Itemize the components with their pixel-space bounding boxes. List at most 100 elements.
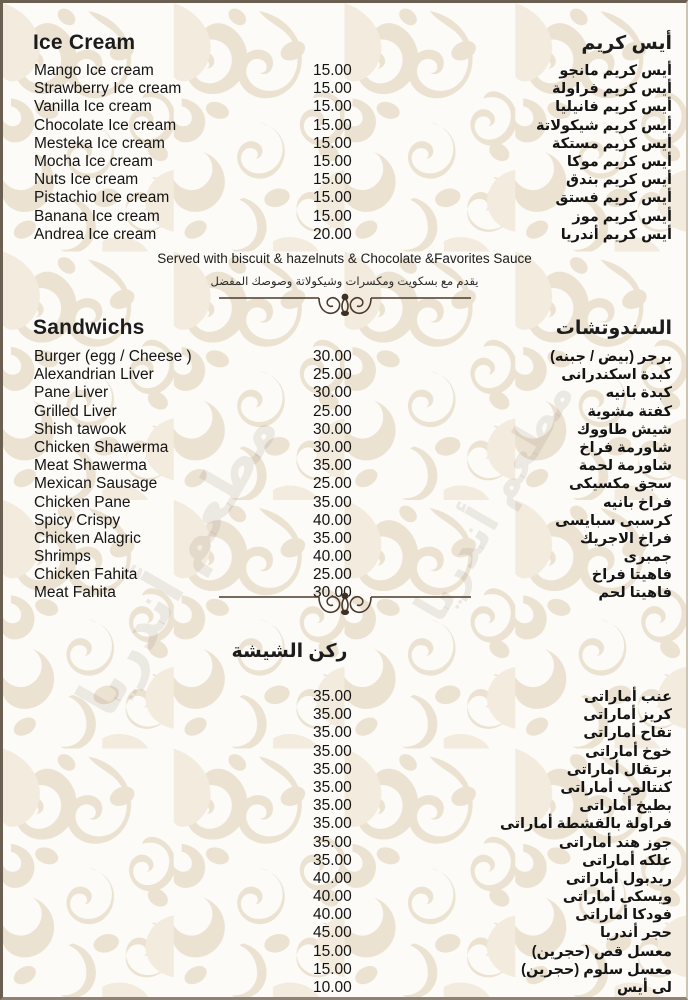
item-price: 40.00 [313,869,352,887]
item-name-ar: بطيخ أماراتى [579,798,672,815]
item-price: 30.00 [313,348,352,365]
menu-item-row[interactable]: Burger (egg / Cheese ) 30.00 برجر (بيض /… [3,348,686,367]
item-price: 15.00 [313,62,352,79]
menu-item-row[interactable]: 35.00 خوخ أماراتى [3,743,686,762]
item-name-ar: برتقال أماراتى [566,761,672,778]
item-price: 35.00 [313,529,352,547]
item-price: 30.00 [313,438,352,456]
item-name-ar: كفتة مشوية [587,403,672,420]
item-price: 15.00 [313,171,352,189]
item-price: 25.00 [313,475,352,493]
item-name-ar: علكه أماراتى [582,852,672,869]
menu-item-row[interactable]: 10.00 لى أيس [3,979,686,997]
item-name-ar: أيس كريم مستكة [551,135,672,152]
item-name-ar: كنتالوب أماراتى [560,779,672,796]
section-title-shisha-text: ركن الشيشة [231,641,348,662]
menu-item-row[interactable]: Alexandrian Liver 25.00 كبدة اسكندرانى [3,366,686,385]
item-name-ar: برجر (بيض / جبنه) [550,349,672,365]
menu-item-row[interactable]: Pane Liver 30.00 كبدة بانيه [3,384,686,403]
item-price: 40.00 [313,548,352,566]
menu-item-row[interactable]: Chicken Pane 35.00 فراخ بانيه [3,493,686,513]
menu-item-row[interactable]: Banana Ice cream 15.00 أيس كريم موز [3,207,686,227]
menu-item-row[interactable]: Grilled Liver 25.00 كفتة مشوية [3,403,686,422]
item-price: 30.00 [313,384,352,402]
menu-item-row[interactable]: 35.00 تفاح أماراتى [3,724,686,743]
item-price: 35.00 [313,760,352,778]
menu-item-row[interactable]: 35.00 علكه أماراتى [3,852,686,871]
menu-item-row[interactable]: 35.00 عنب أماراتى [3,688,686,707]
item-price: 20.00 [313,225,352,243]
menu-item-row[interactable]: 40.00 فودكا أماراتى [3,906,686,925]
menu-item-row[interactable]: Mesteka Ice cream 15.00 أيس كريم مستكة [3,135,686,154]
menu-item-row[interactable]: 15.00 معسل سلوم (حجرين) [3,961,686,980]
menu-item-row[interactable]: 35.00 كريز أماراتى [3,706,686,725]
item-name-en: Mango Ice cream [34,62,154,79]
item-list-ice-cream: Mango Ice cream 15.00 أيس كريم مانجو Str… [3,62,686,245]
menu-item-row[interactable]: Chicken Fahita 25.00 فاهيتا فراخ [3,566,686,585]
menu-item-row[interactable]: 45.00 حجر أندريا [3,924,686,943]
menu-item-row[interactable]: Mocha Ice cream 15.00 أيس كريم موكا [3,152,686,172]
item-name-ar: أيس كريم بندق [566,172,672,189]
ornamental-divider [3,285,686,319]
menu-item-row[interactable]: 35.00 كنتالوب أماراتى [3,779,686,798]
section-sandwichs: Sandwichs السندوتشات Burger (egg / Chees… [3,316,686,604]
item-name-en: Mocha Ice cream [34,152,153,170]
ornamental-divider [3,584,686,618]
item-price: 30.00 [313,420,352,438]
menu-item-row[interactable]: 35.00 برتقال أماراتى [3,760,686,780]
item-price: 35.00 [313,706,352,724]
item-price: 15.00 [313,189,352,207]
item-price: 40.00 [313,888,352,906]
menu-item-row[interactable]: 40.00 ريدبول أماراتى [3,869,686,889]
menu-item-row[interactable]: 15.00 معسل قص (حجرين) [3,943,686,962]
section-ice-cream: Ice Cream أيس كريم Mango Ice cream 15.00… [3,31,686,245]
item-name-ar: فراخ بانيه [602,494,672,511]
item-name-ar: أيس كريم فانيليا [555,99,672,116]
item-name-ar: جمبرى [623,549,672,566]
item-name-ar: لى أيس [616,980,672,996]
item-name-ar: معسل سلوم (حجرين) [521,961,672,978]
item-name-ar: كرسبى سبايسى [555,512,672,529]
item-name-ar: شيش طاووك [576,421,672,438]
item-name-en: Vanilla Ice cream [34,98,152,116]
item-name-ar: تفاح أماراتى [583,725,672,742]
menu-item-row[interactable]: Chicken Alagric 35.00 فراخ الاجريك [3,529,686,549]
menu-item-row[interactable]: Vanilla Ice cream 15.00 أيس كريم فانيليا [3,98,686,117]
menu-item-row[interactable]: Chicken Shawerma 30.00 شاورمة فراخ [3,438,686,458]
item-name-ar: شاورمة لحمة [578,458,672,475]
menu-item-row[interactable]: Shrimps 40.00 جمبرى [3,548,686,567]
section-header-ice-cream: Ice Cream أيس كريم [3,31,686,61]
menu-item-row[interactable]: Andrea Ice cream 20.00 أيس كريم أندريا [3,225,686,245]
menu-item-row[interactable]: Mango Ice cream 15.00 أيس كريم مانجو [3,62,686,81]
item-name-en: Chicken Pane [34,493,131,511]
menu-item-row[interactable]: Spicy Crispy 40.00 كرسبى سبايسى [3,512,686,531]
item-name-en: Mexican Sausage [34,475,158,493]
menu-item-row[interactable]: 35.00 جوز هند أماراتى [3,834,686,853]
item-name-ar: خوخ أماراتى [585,743,672,760]
menu-item-row[interactable]: Nuts Ice cream 15.00 أيس كريم بندق [3,171,686,190]
item-price: 35.00 [313,797,352,815]
item-name-en: Pistachio Ice cream [34,189,170,207]
menu-item-row[interactable]: 40.00 ويسكى أماراتى [3,888,686,907]
menu-item-row[interactable]: 35.00 فراولة بالقشطة أماراتى [3,815,686,834]
item-price: 40.00 [313,906,352,924]
menu-item-row[interactable]: Mexican Sausage 25.00 سجق مكسيكى [3,475,686,494]
menu-item-row[interactable]: Chocolate Ice cream 15.00 أيس كريم شيكول… [3,117,686,136]
item-price: 15.00 [313,207,352,225]
item-name-ar: حجر أندريا [600,925,672,942]
item-list-shisha: 35.00 عنب أماراتى 35.00 كريز أماراتى 35.… [3,688,686,997]
menu-item-row[interactable]: Strawberry Ice cream 15.00 أيس كريم فراو… [3,80,686,99]
menu-item-row[interactable]: Meat Shawerma 35.00 شاورمة لحمة [3,457,686,476]
menu-item-row[interactable]: 35.00 بطيخ أماراتى [3,797,686,816]
serving-note-en: Served with biscuit & hazelnuts & Chocol… [157,251,532,266]
item-price: 25.00 [313,366,352,384]
item-price: 35.00 [313,493,352,511]
item-name-en: Chicken Alagric [34,529,141,547]
item-name-ar: ريدبول أماراتى [565,870,672,887]
menu-item-row[interactable]: Pistachio Ice cream 15.00 أيس كريم فستق [3,189,686,208]
menu-item-row[interactable]: Shish tawook 30.00 شيش طاووك [3,420,686,440]
item-name-ar: أيس كريم موكا [566,153,672,170]
item-price: 25.00 [313,566,352,584]
item-price: 15.00 [313,80,352,98]
